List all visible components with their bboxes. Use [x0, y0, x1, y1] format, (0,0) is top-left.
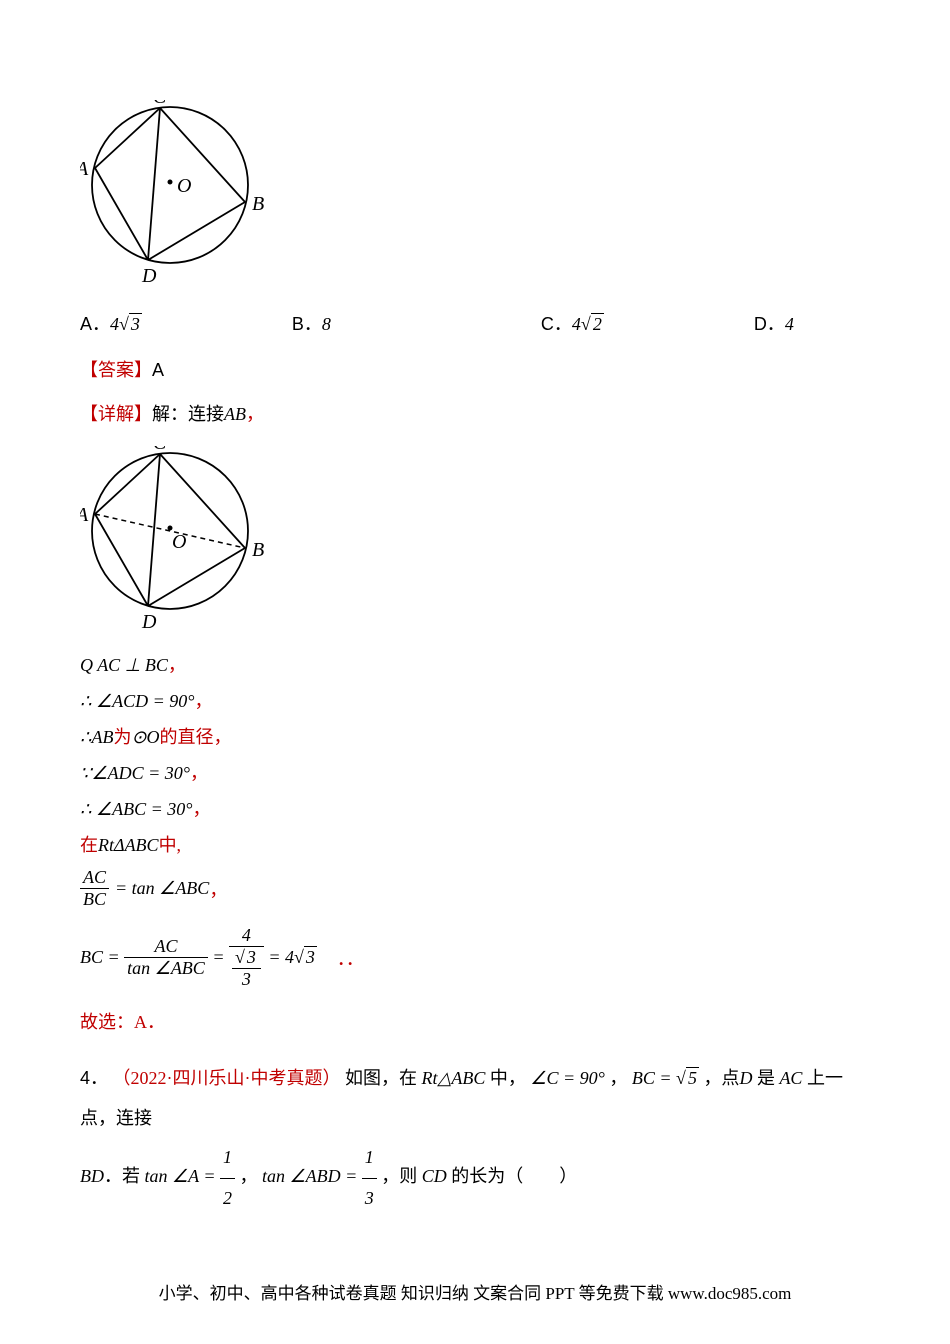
sol-in-rt: 在RtΔABC中,	[80, 831, 870, 857]
svg-text:B: B	[252, 193, 264, 215]
sol-conclusion: 故选：A．	[80, 1008, 870, 1034]
page-footer: 小学、初中、高中各种试卷真题 知识归纳 文案合同 PPT 等免费下载 www.d…	[0, 1279, 950, 1304]
answer-block: 【答案】A 【详解】解：连接AB，	[80, 356, 870, 426]
circle-diagram-2: C A O B D	[80, 446, 280, 636]
option-d-value: 4	[785, 314, 794, 335]
sol-bc-eq: BC = ACtan ∠ABC = 4 33 = 43 ．．	[80, 925, 870, 990]
option-b-value: 8	[322, 314, 331, 335]
circle-diagram-1: C A O B D	[80, 100, 280, 290]
option-c-label: C．	[541, 310, 572, 336]
svg-text:C: C	[153, 446, 167, 454]
option-c-value: 42	[572, 314, 604, 335]
svg-text:D: D	[141, 611, 157, 633]
q4-tri: Rt△ABC	[422, 1068, 486, 1088]
answer-options: A． 43 B． 8 C． 42 D． 4	[80, 310, 870, 336]
q4-text4: ，则 CD 的长为（ ）	[381, 1166, 577, 1186]
svg-text:A: A	[80, 158, 89, 180]
solution-block: Q AC ⊥ BC， ∴ ∠ACD = 90°， ∴AB为⊙O的直径， ∵∠AD…	[80, 651, 870, 1034]
option-d: D． 4	[754, 310, 794, 336]
svg-text:A: A	[80, 504, 89, 526]
sol-diameter: ∴AB为⊙O的直径，	[80, 723, 870, 749]
figure-2: C A O B D	[80, 446, 870, 641]
q4-tan-a: tan ∠A = 12	[145, 1166, 235, 1186]
q4-text2: 中，	[490, 1068, 526, 1088]
option-a-label: A．	[80, 310, 110, 336]
figure-1: C A O B D	[80, 100, 870, 295]
q4-text1: 如图，在	[345, 1068, 417, 1088]
option-b: B． 8	[292, 310, 331, 336]
option-b-label: B．	[292, 310, 322, 336]
sol-perp: Q AC ⊥ BC，	[80, 651, 870, 677]
sol-angle-acd: ∴ ∠ACD = 90°，	[80, 687, 870, 713]
question-4: 4． （2022·四川乐山·中考真题） 如图，在 Rt△ABC 中， ∠C = …	[80, 1059, 870, 1218]
detail-var: AB	[224, 404, 246, 424]
svg-text:B: B	[252, 539, 264, 561]
sol-angle-abc: ∴ ∠ABC = 30°，	[80, 795, 870, 821]
q4-angle-c: ∠C = 90°	[530, 1068, 605, 1088]
sol-angle-adc: ∵∠ADC = 30°，	[80, 759, 870, 785]
option-a-value: 43	[110, 314, 142, 335]
q4-number: 4．	[80, 1068, 108, 1088]
q4-source: （2022·四川乐山·中考真题）	[113, 1068, 341, 1088]
answer-value: A	[152, 360, 164, 380]
answer-label: 【答案】	[80, 360, 152, 380]
q4-bc: BC = 5	[632, 1068, 699, 1088]
sol-tan-eq: ACBC = tan ∠ABC，	[80, 867, 870, 910]
option-d-label: D．	[754, 310, 785, 336]
svg-text:O: O	[177, 175, 191, 197]
option-c: C． 42	[541, 310, 604, 336]
q4-tan-abd: tan ∠ABD = 13	[262, 1166, 377, 1186]
svg-text:C: C	[153, 100, 167, 108]
q4-comma1: ，	[609, 1068, 627, 1088]
svg-text:O: O	[172, 531, 186, 553]
q4-line2: BD．若	[80, 1166, 140, 1186]
option-a: A． 43	[80, 310, 142, 336]
answer-line: 【答案】A	[80, 356, 870, 382]
detail-line: 【详解】解：连接AB，	[80, 400, 870, 426]
detail-label: 【详解】	[80, 404, 152, 424]
detail-text: 解：连接	[152, 404, 224, 424]
svg-text:D: D	[141, 265, 157, 287]
detail-suffix: ，	[246, 404, 264, 424]
